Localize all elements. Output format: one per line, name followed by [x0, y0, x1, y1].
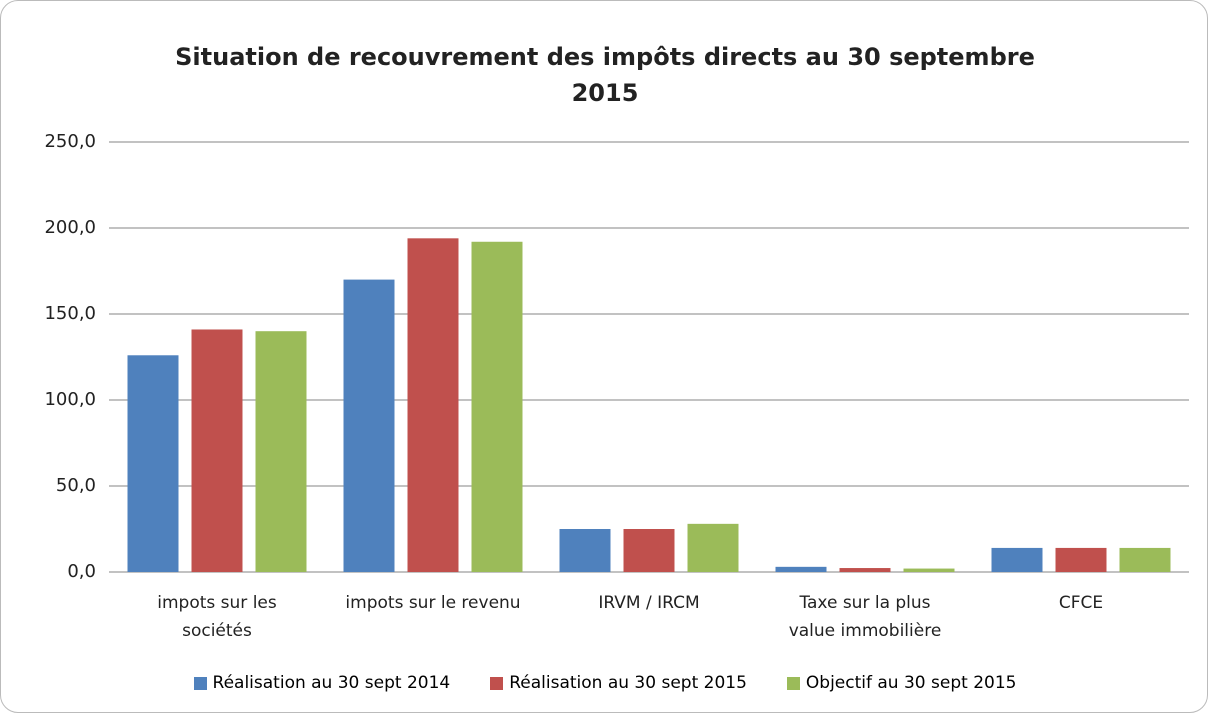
- bar: [559, 529, 611, 572]
- bar: [623, 529, 675, 572]
- legend-item: Objectif au 30 sept 2015: [786, 673, 1017, 693]
- legend-swatch: [193, 676, 207, 690]
- legend-swatch: [490, 676, 504, 690]
- y-tick-label: 200,0: [44, 217, 96, 238]
- bar: [991, 547, 1043, 572]
- x-tick-label: CFCE: [1058, 593, 1104, 613]
- legend: Réalisation au 30 sept 2014 Réalisation a…: [1, 673, 1207, 693]
- y-tick-label: 250,0: [44, 131, 96, 152]
- bar: [407, 238, 459, 572]
- legend-label: Réalisation au 30 sept 2015: [509, 673, 747, 693]
- bar: [1119, 547, 1171, 572]
- bar: [471, 241, 523, 572]
- bar: [255, 331, 307, 572]
- chart-title: Situation de recouvrement des impôts dir…: [175, 43, 1035, 107]
- y-tick-label: 150,0: [44, 303, 96, 324]
- x-tick-label: impots sur les sociétés: [157, 593, 277, 641]
- bar: [1055, 547, 1107, 572]
- bar: [127, 355, 179, 572]
- legend-swatch: [786, 676, 800, 690]
- y-tick-label: 100,0: [44, 389, 96, 410]
- x-tick-label: IRVM / IRCM: [598, 593, 700, 613]
- bar: [839, 568, 891, 572]
- y-tick-label: 0,0: [67, 561, 96, 582]
- bar: [343, 279, 395, 572]
- x-tick-label: impots sur le revenu: [345, 593, 521, 613]
- legend-label: Objectif au 30 sept 2015: [805, 673, 1017, 693]
- bar: [903, 568, 955, 572]
- x-tick-label: Taxe sur la plus value immobilière: [788, 593, 942, 641]
- legend-label: Réalisation au 30 sept 2014: [212, 673, 451, 693]
- bar: [191, 329, 243, 572]
- bar: [687, 523, 739, 572]
- y-tick-label: 50,0: [55, 475, 96, 496]
- legend-item: Réalisation au 30 sept 2014: [193, 673, 451, 693]
- legend-item: Réalisation au 30 sept 2015: [490, 673, 747, 693]
- bar: [775, 566, 827, 572]
